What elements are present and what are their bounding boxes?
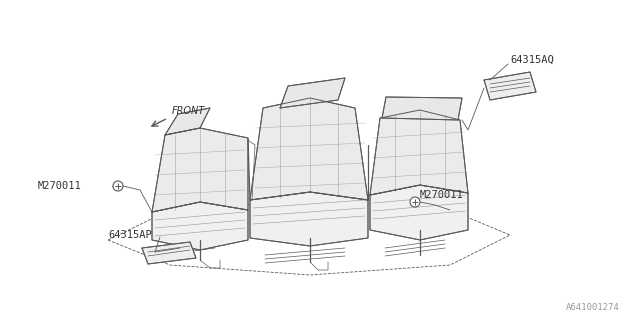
Polygon shape: [280, 78, 345, 108]
Text: 64315AQ: 64315AQ: [510, 55, 554, 65]
Polygon shape: [382, 97, 462, 120]
Polygon shape: [152, 202, 248, 250]
Polygon shape: [484, 72, 536, 100]
Polygon shape: [165, 108, 210, 135]
Text: M270011: M270011: [420, 190, 464, 200]
Polygon shape: [152, 128, 248, 212]
Text: A641001274: A641001274: [566, 303, 620, 312]
Text: 64315AP: 64315AP: [108, 230, 152, 240]
Polygon shape: [142, 242, 196, 264]
Polygon shape: [370, 185, 468, 240]
Text: FRONT: FRONT: [172, 106, 205, 116]
Polygon shape: [250, 98, 368, 200]
Circle shape: [113, 181, 123, 191]
Text: M270011: M270011: [38, 181, 82, 191]
Polygon shape: [370, 110, 468, 195]
Circle shape: [410, 197, 420, 207]
Polygon shape: [250, 192, 368, 246]
